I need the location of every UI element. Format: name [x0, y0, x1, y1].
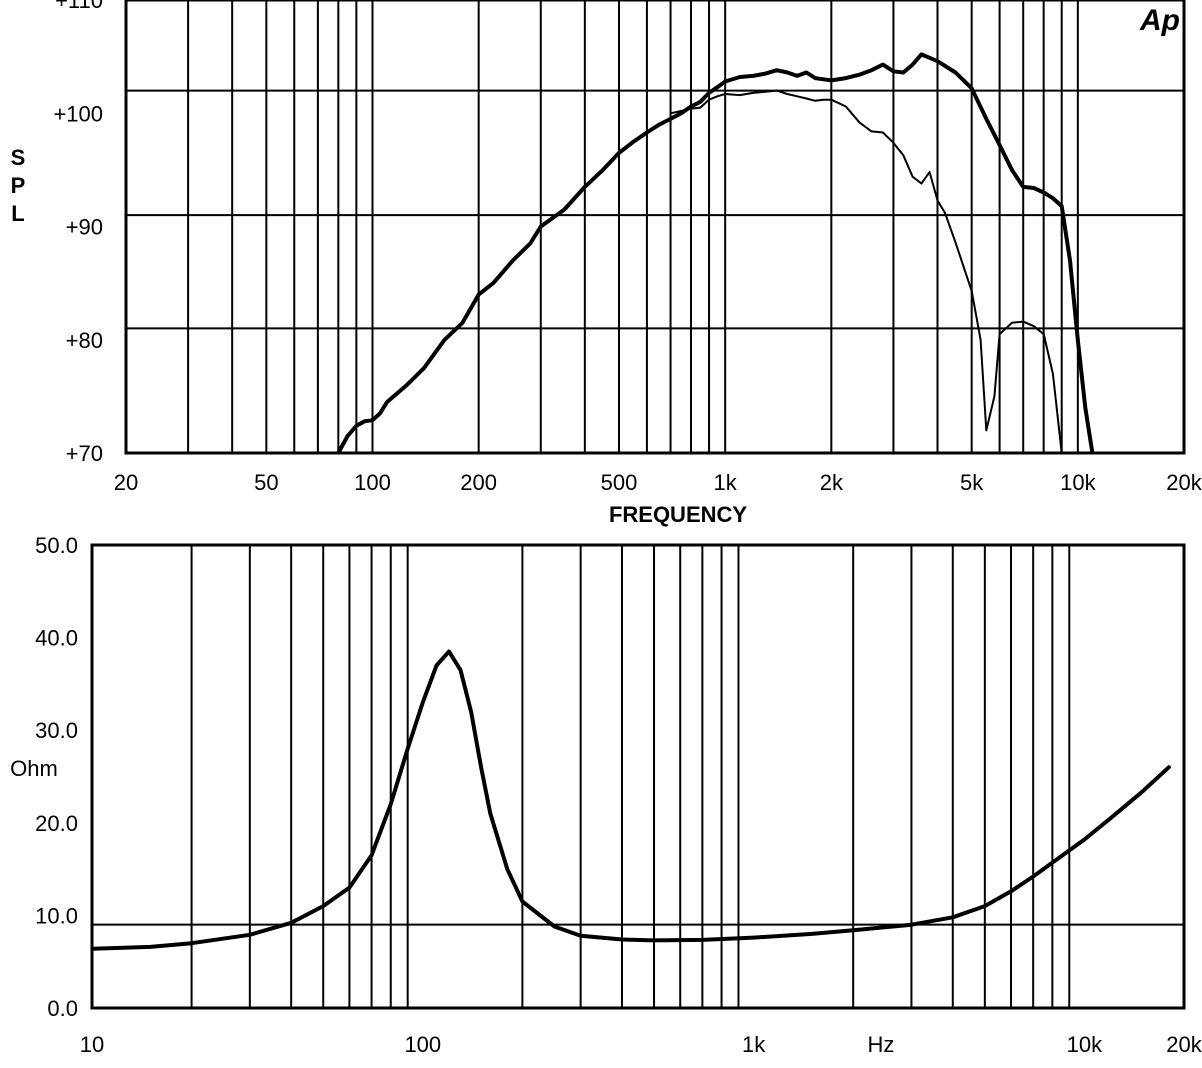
x-tick-label: 200 [460, 470, 497, 495]
x-tick-label: 10k [1060, 470, 1096, 495]
x-tick-label: 50 [254, 470, 278, 495]
x-tick-label: 20k [1166, 470, 1202, 495]
y-tick-label: 0.0 [47, 996, 78, 1021]
ap-logo: Ap [1139, 4, 1180, 37]
y-tick-label: 50.0 [35, 533, 78, 558]
x-tick-label: 2k [820, 470, 844, 495]
series-line-0 [336, 52, 1095, 453]
x-tick-label: 500 [601, 470, 638, 495]
x-axis-title: Hz [868, 1032, 895, 1057]
y-tick-label: 40.0 [35, 626, 78, 651]
y-tick-label: +100 [53, 101, 103, 126]
y-tick-label: +70 [66, 441, 103, 466]
y-tick-label: +80 [66, 328, 103, 353]
y-tick-label: 20.0 [35, 811, 78, 836]
x-tick-label: 20 [114, 470, 138, 495]
x-tick-label: 1k [742, 1032, 766, 1057]
y-axis-title: Ohm [10, 756, 58, 781]
y-tick-label: +90 [66, 215, 103, 240]
y-tick-label: 30.0 [35, 718, 78, 743]
series-line-0 [92, 649, 1171, 951]
series-line-1 [669, 89, 1063, 453]
x-axis-title: FREQUENCY [609, 502, 747, 527]
impedance-chart: 10 100 1k 10k 20k 50.0 40.0 30.0 20.0 10.0 0.0 Hz Oh… [10, 533, 1202, 1057]
plot-frame [90, 543, 1186, 1010]
x-tick-label: 10k [1067, 1032, 1103, 1057]
y-tick-label: +110 [55, 0, 103, 13]
x-tick-label: 5k [960, 470, 984, 495]
x-tick-label: 100 [354, 470, 391, 495]
x-tick-label: 100 [404, 1032, 441, 1057]
x-tick-label: 10 [80, 1032, 104, 1057]
spl-chart: 20 50 100 200 500 1k 2k 5k 10k 20k +110 +100 +90 +80 +… [11, 0, 1202, 527]
y-tick-label: 10.0 [35, 903, 78, 928]
plot-frame [124, 0, 1186, 455]
x-tick-label: 1k [714, 470, 738, 495]
x-tick-label: 20k [1166, 1032, 1202, 1057]
